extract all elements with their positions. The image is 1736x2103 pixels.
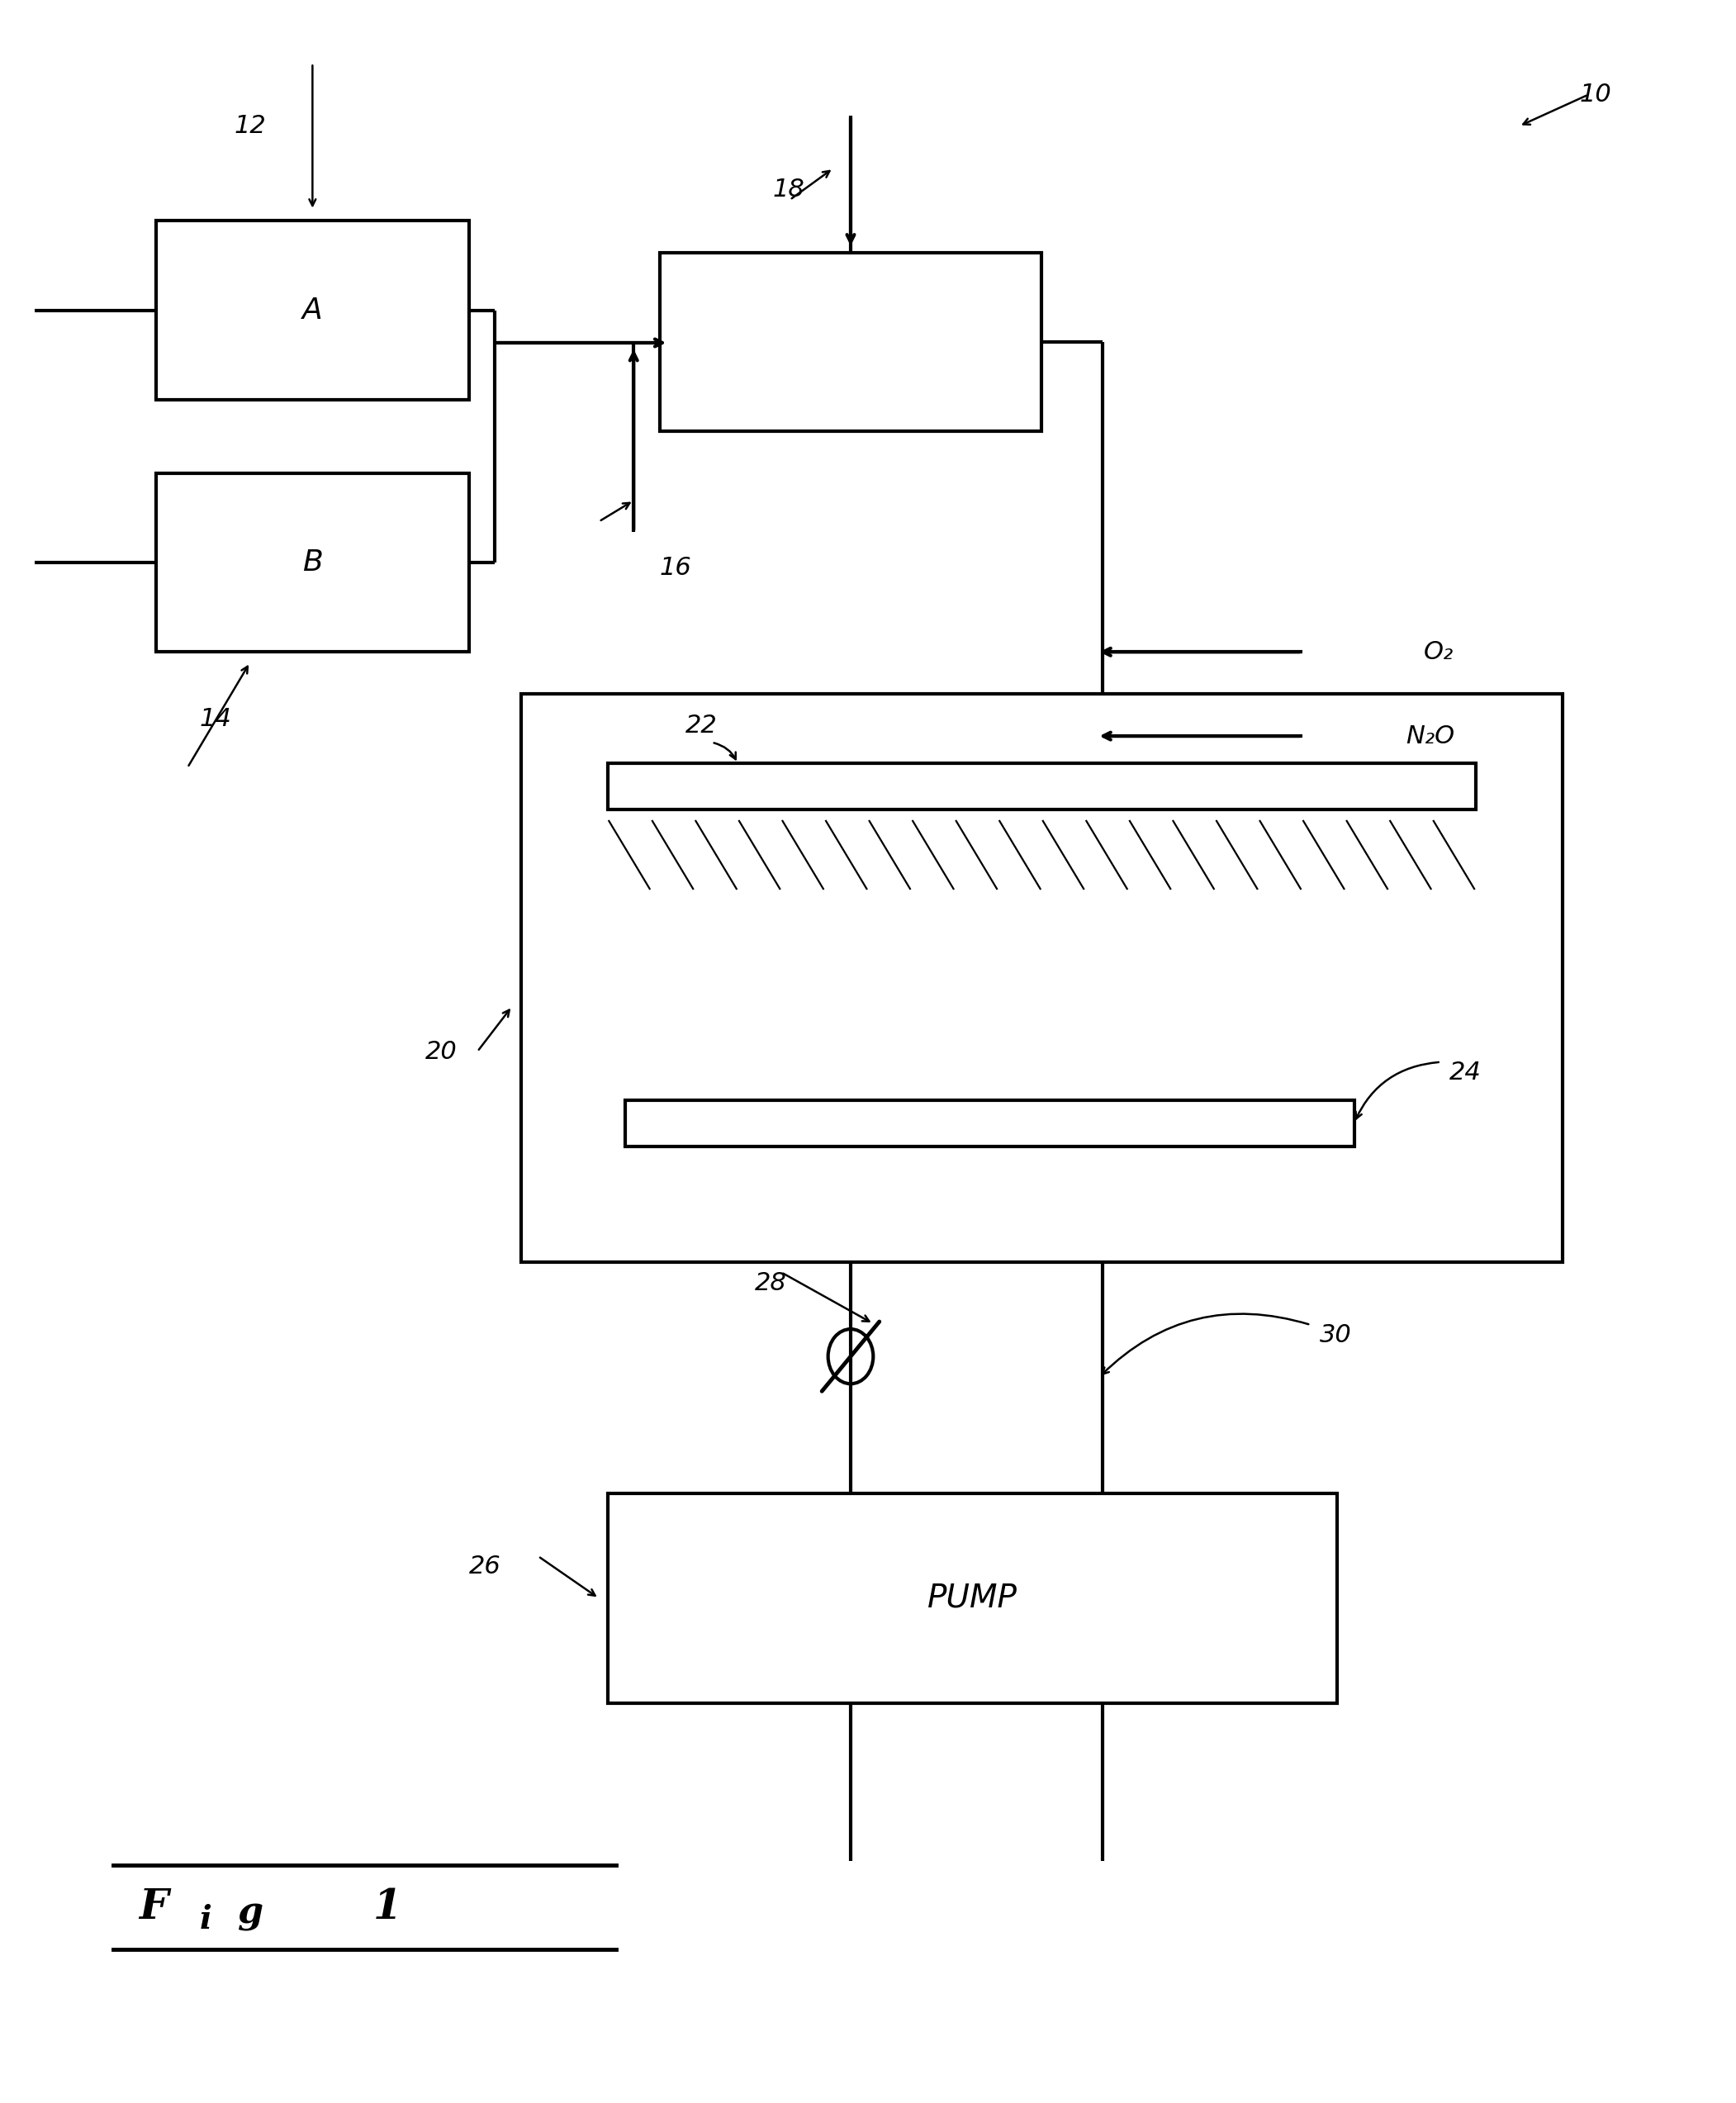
Text: O₂: O₂ <box>1424 639 1453 665</box>
Text: B: B <box>302 549 323 576</box>
Text: PUMP: PUMP <box>927 1584 1017 1613</box>
Text: 28: 28 <box>755 1270 786 1295</box>
Text: 16: 16 <box>660 555 691 580</box>
Bar <box>521 694 1562 1262</box>
Bar <box>608 763 1476 810</box>
Text: 22: 22 <box>686 713 717 738</box>
Bar <box>625 1100 1354 1146</box>
Bar <box>156 473 469 652</box>
Text: 30: 30 <box>1319 1323 1351 1348</box>
Text: 1: 1 <box>373 1886 403 1928</box>
Bar <box>660 252 1042 431</box>
Text: 14: 14 <box>200 707 231 732</box>
Text: g: g <box>238 1897 264 1931</box>
Text: N₂O: N₂O <box>1406 723 1455 749</box>
Text: 20: 20 <box>425 1039 457 1064</box>
Text: i: i <box>200 1905 212 1935</box>
Text: 10: 10 <box>1580 82 1611 107</box>
Text: A: A <box>302 297 323 324</box>
Bar <box>156 221 469 400</box>
Text: F: F <box>139 1886 168 1928</box>
Text: 12: 12 <box>234 114 266 139</box>
Text: 24: 24 <box>1450 1060 1481 1085</box>
Text: 26: 26 <box>469 1554 500 1579</box>
Bar <box>608 1493 1337 1703</box>
Text: 18: 18 <box>773 177 804 202</box>
